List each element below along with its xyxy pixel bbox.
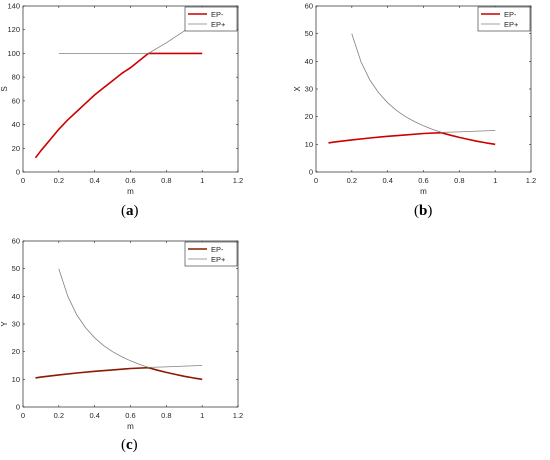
y-tick-label: 20 (12, 347, 20, 356)
legend-label: EP- (211, 245, 224, 254)
x-tick-label: 0.4 (89, 411, 99, 420)
legend-label: EP- (211, 10, 224, 19)
legend-label: EP+ (211, 20, 226, 29)
y-tick-label: 60 (12, 96, 20, 105)
y-tick-label: 10 (12, 375, 20, 384)
y-tick-label: 0 (309, 168, 313, 177)
x-tick-label: 0.2 (54, 176, 64, 185)
legend: EP-EP+ (184, 241, 238, 267)
x-axis-label: m (420, 187, 427, 196)
y-axis-label: Y (0, 321, 9, 327)
x-tick-label: 0.8 (161, 411, 171, 420)
caption-letter: b (419, 203, 428, 219)
y-tick-label: 60 (305, 2, 313, 11)
legend: EP-EP+ (184, 6, 238, 32)
series-line-ep-minus (35, 366, 203, 381)
legend-box (184, 6, 238, 32)
y-tick-label: 30 (12, 320, 20, 329)
x-tick-label: 0.2 (347, 176, 357, 185)
x-tick-label: 0.6 (125, 176, 135, 185)
x-tick-label: 1.2 (233, 176, 243, 185)
y-tick-label: 50 (12, 264, 20, 273)
caption-letter: c (126, 437, 133, 453)
caption-c: (c) (121, 437, 138, 454)
y-axis-label: S (0, 86, 9, 91)
caption-open: ( (414, 203, 419, 219)
series-line-ep-plus (58, 268, 203, 368)
x-tick-label: 0 (314, 176, 318, 185)
series-line-ep-plus (58, 18, 203, 54)
legend-box (184, 241, 238, 267)
chart-panel-x: 0 0.2 0.4 0.6 0.8 1 1.2 0 10 20 30 40 50 60 m X EP-EP+ (293, 2, 536, 197)
y-tick-label: 100 (7, 49, 20, 58)
caption-close: ) (133, 203, 139, 219)
legend-label: EP+ (211, 255, 226, 264)
x-tick-label: 0.6 (125, 411, 135, 420)
x-axis-label: m (127, 422, 134, 431)
y-axis-label: X (293, 86, 302, 92)
x-axis-label: m (127, 187, 134, 196)
x-tick-label: 1 (493, 176, 497, 185)
chart-panel-s: 0 0.2 0.4 0.6 0.8 1 1.2 0 20 40 60 80 100 120 140 m S EP-… (0, 2, 243, 197)
x-tick-label: 0 (21, 176, 25, 185)
y-tick-label: 20 (12, 144, 20, 153)
plot-area (22, 5, 239, 173)
x-tick-label: 0.8 (454, 176, 464, 185)
y-tick-label: 20 (305, 112, 313, 121)
y-tick-label: 10 (305, 140, 313, 149)
y-tick-label: 140 (7, 2, 20, 11)
x-tick-label: 1.2 (233, 411, 243, 420)
y-tick-label: 40 (12, 120, 20, 129)
series-line-ep-minus (34, 52, 203, 159)
y-tick-label: 120 (7, 25, 20, 34)
chart-panel-y: 0 0.2 0.4 0.6 0.8 1 1.2 0 10 20 30 40 50 60 m Y EP-EP+ (0, 237, 243, 432)
x-tick-label: 0 (21, 411, 25, 420)
series-line-ep-plus (351, 33, 496, 133)
y-tick-label: 60 (12, 237, 20, 246)
x-tick-label: 0.4 (382, 176, 392, 185)
y-tick-label: 0 (16, 403, 20, 412)
caption-letter: a (126, 203, 134, 219)
x-tick-label: 1 (200, 411, 204, 420)
y-tick-label: 40 (12, 292, 20, 301)
x-tick-label: 0.8 (161, 176, 171, 185)
caption-close: ) (427, 203, 433, 219)
caption-open: ( (121, 203, 126, 219)
caption-a: (a) (121, 203, 139, 220)
x-tick-label: 0.6 (418, 176, 428, 185)
x-tick-label: 1.2 (526, 176, 536, 185)
caption-close: ) (132, 437, 138, 453)
y-tick-label: 0 (16, 168, 20, 177)
x-tick-label: 0.4 (89, 176, 99, 185)
series-line-ep-minus (328, 131, 496, 146)
y-tick-label: 30 (305, 85, 313, 94)
legend-box (477, 6, 531, 32)
y-tick-label: 40 (305, 57, 313, 66)
legend-label: EP+ (504, 20, 519, 29)
caption-open: ( (121, 437, 126, 453)
legend: EP-EP+ (477, 6, 531, 32)
x-tick-label: 0.2 (54, 411, 64, 420)
y-tick-label: 80 (12, 73, 20, 82)
x-tick-label: 1 (200, 176, 204, 185)
y-tick-label: 50 (305, 29, 313, 38)
legend-label: EP- (504, 10, 517, 19)
caption-b: (b) (414, 203, 432, 220)
